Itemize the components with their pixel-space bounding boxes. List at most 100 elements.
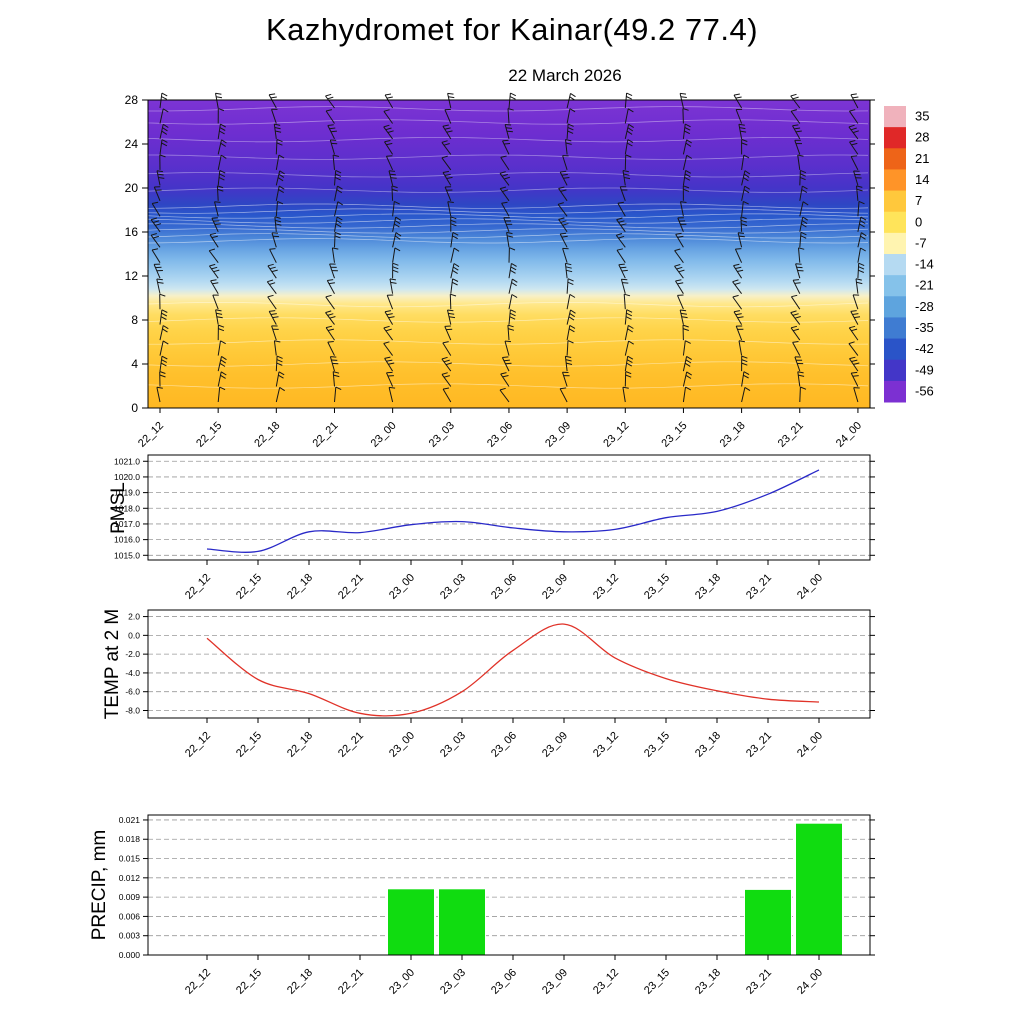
x-tick-label: 22_18 [285,572,315,602]
y-tick-label: 1017.0 [114,519,140,529]
height-tick-label: 28 [125,93,139,107]
x-tick-label: 22_12 [183,572,213,602]
y-tick-label: 0.012 [119,873,141,883]
x-tick-label: 23_06 [489,730,519,760]
x-tick-label: 23_12 [591,730,621,760]
y-tick-label: 1016.0 [114,535,140,545]
wind-barbs [150,92,867,403]
colorbar-label: 14 [915,172,929,187]
colorbar-label: -28 [915,299,934,314]
colorbar-cell [884,338,906,361]
x-tick-label: 24_00 [795,967,825,997]
forecast-date: 22 March 2026 [508,66,622,85]
colorbar-label: -42 [915,341,934,356]
x-tick-label: 24_00 [795,572,825,602]
y-tick-label: -8.0 [125,705,140,715]
x-tick-label: 22_18 [252,420,282,450]
colorbar-label: 35 [915,109,929,124]
colorbar-cell [884,148,906,170]
colorbar-label: -21 [915,278,934,293]
x-tick-label: 23_12 [601,420,631,450]
x-tick-label: 22_21 [336,572,366,602]
y-tick-label: -2.0 [125,649,140,659]
panel-frame [147,609,871,719]
x-tick-label: 22_15 [234,572,264,602]
colorbar-cell [884,211,906,234]
y-tick-label: 2.0 [128,612,140,622]
y-tick-label: -6.0 [125,687,140,697]
x-tick-label: 23_18 [693,967,723,997]
x-tick-label: 23_15 [642,730,672,760]
contour-lines [147,106,869,389]
x-tick-label: 23_15 [659,420,689,450]
colorbar-cell [884,275,906,297]
height-tick-label: 12 [125,269,139,283]
x-tick-label: 22_18 [285,730,315,760]
x-tick-label: 23_12 [591,967,621,997]
page-title: Kazhydromet for Kainar(49.2 77.4) [265,12,759,47]
precip-bar [438,888,486,956]
precip-bar [744,888,792,956]
x-tick-label: 24_00 [795,730,825,760]
y-tick-label: 1020.0 [114,472,140,482]
y-tick-label: 1021.0 [114,456,140,466]
cross-section-panel: 0 4 8 12 16 20 24 28 22_12 22_15 22_18 22_21 23_00 23… [125,92,875,450]
y-tick-label: 1019.0 [114,488,140,498]
temp-panel-line [206,623,820,717]
x-tick-label: 23_00 [387,967,417,997]
precip-panel: 0.000 0.003 0.006 0.009 0.012 0.015 0.018 0.021… [119,814,875,997]
x-tick-label: 22_21 [310,420,340,450]
colorbar-cell [884,190,906,213]
x-tick-label: 23_21 [744,730,774,760]
x-tick-label: 24_00 [834,420,864,450]
height-tick-label: 24 [125,137,139,151]
colorbar-label: 0 [915,214,922,229]
x-tick-label: 23_06 [489,967,519,997]
x-tick-label: 23_00 [369,420,399,450]
x-tick-label: 22_18 [285,967,315,997]
height-tick-label: 4 [131,357,138,371]
height-tick-label: 16 [125,225,139,239]
y-tick-label: 1015.0 [114,550,140,560]
x-tick-label: 22_15 [234,967,264,997]
precip-bar [387,888,435,956]
x-tick-label: 22_15 [234,730,264,760]
x-tick-label: 23_09 [540,967,570,997]
y-tick-label: 0.015 [119,854,141,864]
x-tick-label: 23_18 [693,730,723,760]
x-tick-label: 23_00 [387,572,417,602]
colorbar-cell [884,254,906,276]
colorbar-label: -35 [915,320,934,335]
pmsl-panel: 1015.0 1016.0 1017.0 1018.0 1019.0 1020.0 1021… [114,454,875,602]
colorbar: 35 28 21 14 7 0 -7 -14 -21 -28 -35 -42 -49 -56 [884,106,934,403]
colorbar-cell [884,127,906,149]
colorbar-cell [884,380,906,403]
height-tick-label: 8 [131,313,138,327]
x-tick-label: 23_15 [642,572,672,602]
x-tick-label: 23_03 [427,420,457,450]
x-tick-label: 23_09 [540,730,570,760]
x-tick-label: 22_15 [194,420,224,450]
colorbar-label: -14 [915,257,934,272]
x-tick-label: 23_21 [744,967,774,997]
height-tick-label: 0 [131,401,138,415]
y-tick-label: 0.009 [119,892,141,902]
x-tick-label: 23_18 [693,572,723,602]
x-tick-label: 23_21 [776,420,806,450]
colorbar-cell [884,169,906,192]
colorbar-label: 21 [915,151,929,166]
x-tick-label: 23_03 [438,967,468,997]
x-tick-label: 23_06 [489,572,519,602]
y-tick-label: 0.0 [128,630,140,640]
colorbar-label: 7 [915,193,922,208]
x-tick-label: 23_15 [642,967,672,997]
colorbar-label: -49 [915,362,934,377]
colorbar-cell [884,317,906,340]
y-tick-label: 1018.0 [114,503,140,513]
colorbar-cell [884,296,906,318]
pmsl-panel-line [206,469,820,553]
y-tick-label: 0.018 [119,834,141,844]
x-tick-label: 23_03 [438,730,468,760]
